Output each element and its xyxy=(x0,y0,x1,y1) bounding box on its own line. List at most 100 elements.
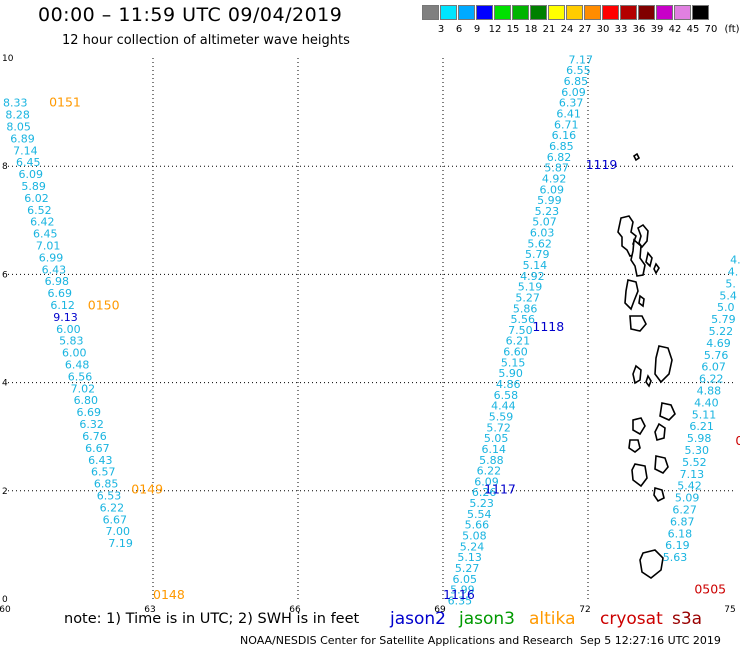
swh-value: 7.01 xyxy=(36,240,61,253)
swh-value: 5.56 xyxy=(511,313,536,326)
swh-value: 5.83 xyxy=(59,335,84,348)
swh-value: 6.03 xyxy=(530,227,555,240)
colorbar-swatch xyxy=(692,5,709,20)
swh-value: 5.66 xyxy=(465,519,490,532)
swh-value: 5.23 xyxy=(535,205,560,218)
swh-value: 6.22 xyxy=(477,465,502,478)
swh-value: 7.02 xyxy=(71,382,96,395)
y-tick-label: 8 xyxy=(2,162,8,172)
swh-value: 7.50 xyxy=(508,324,533,337)
swh-value: 6.69 xyxy=(47,287,72,300)
colorbar-label: 33 xyxy=(614,24,628,35)
swh-value: 6.19 xyxy=(665,539,690,552)
swh-value: 6.85 xyxy=(94,478,119,491)
swh-value: 5.52 xyxy=(682,456,707,469)
swh-value: 7.17 xyxy=(569,53,594,66)
satellite-legend: note: 1) Time is in UTC; 2) SWH is in fe… xyxy=(64,609,740,631)
swh-value: 6.37 xyxy=(559,97,584,110)
swh-value: 5. xyxy=(725,277,736,290)
colorbar-label: 30 xyxy=(596,24,610,35)
colorbar-label: 45 xyxy=(686,24,700,35)
swh-value: 4.40 xyxy=(694,396,719,409)
colorbar-swatch xyxy=(602,5,619,20)
pass-time-label: 1116 xyxy=(443,587,475,602)
colorbar-swatch xyxy=(458,5,475,20)
colorbar-unit: (ft) xyxy=(724,24,740,35)
colorbar-label: 24 xyxy=(560,24,574,35)
axis-ticks: 60 63 66 69 72 75 0 2 4 6 8 10 xyxy=(0,54,736,615)
colorbar-swatch xyxy=(566,5,583,20)
swh-value: 6.02 xyxy=(24,192,49,205)
swh-value: 5.87 xyxy=(544,162,569,175)
swh-value: 8.28 xyxy=(5,109,30,122)
swh-value: 5.54 xyxy=(467,508,492,521)
swh-value: 6.09 xyxy=(561,86,586,99)
swh-value: 5.11 xyxy=(692,408,717,421)
swh-value: 4.92 xyxy=(520,270,545,283)
swh-value: 7.19 xyxy=(108,537,133,550)
swh-value: 6.82 xyxy=(547,151,572,164)
colorbar-label: 21 xyxy=(542,24,556,35)
swh-value: 6.56 xyxy=(68,370,93,383)
colorbar-swatch xyxy=(584,5,601,20)
colorbar-label: 36 xyxy=(632,24,646,35)
colorbar-label: 27 xyxy=(578,24,592,35)
swh-value: 5.99 xyxy=(537,194,562,207)
x-tick-label: 66 xyxy=(289,605,301,615)
swh-value: 5.79 xyxy=(711,313,736,326)
y-tick-label: 10 xyxy=(2,54,14,64)
swh-value: 6.26 xyxy=(472,486,497,499)
swh-value: 4. xyxy=(728,265,739,278)
colorbar-swatch xyxy=(656,5,673,20)
pass-time-label: 0505 xyxy=(694,582,726,597)
colorbar-swatch xyxy=(440,5,457,20)
swh-value: 5.22 xyxy=(709,325,734,338)
swh-value: 5.23 xyxy=(469,497,494,510)
pass-time-label: 0148 xyxy=(153,587,185,602)
swh-value: 7.13 xyxy=(680,468,705,481)
swh-value: 6.89 xyxy=(10,132,35,145)
swh-value: 5.88 xyxy=(479,454,504,467)
swh-value: 5.30 xyxy=(685,444,710,457)
legend-jason3: jason3 xyxy=(459,609,515,629)
swh-value: 5.05 xyxy=(484,432,509,445)
colorbar-swatch xyxy=(512,5,529,20)
altimeter-map[interactable]: 8.338.288.056.897.146.456.095.896.026.52… xyxy=(0,53,740,615)
swh-value: 5.89 xyxy=(21,180,46,193)
swh-value: 6.55 xyxy=(566,64,591,77)
y-tick-label: 0 xyxy=(2,595,8,605)
swh-value: 5.90 xyxy=(498,367,523,380)
swh-value: 6.45 xyxy=(16,156,41,169)
y-tick-label: 4 xyxy=(2,379,8,389)
swh-value: 6.99 xyxy=(39,251,64,264)
colorbar-swatch xyxy=(548,5,565,20)
colorbar-label: 39 xyxy=(650,24,664,35)
swh-value: 6.69 xyxy=(76,406,101,419)
swh-value: 5.15 xyxy=(501,356,526,369)
swh-value: 6.27 xyxy=(672,504,697,517)
pass-time-labels: 01510150014901481119111811171116050505 xyxy=(49,95,740,602)
colorbar-label: 6 xyxy=(455,24,463,35)
swh-value: 5.62 xyxy=(527,237,552,250)
swh-value: 6.98 xyxy=(45,275,70,288)
swh-value: 6.22 xyxy=(699,373,724,386)
swh-value: 6.35 xyxy=(448,594,473,607)
legend-altika: altika xyxy=(529,609,576,629)
swh-value: 6.07 xyxy=(701,361,726,374)
colorbar-swatch xyxy=(494,5,511,20)
swh-value: 5.99 xyxy=(450,584,475,597)
swh-value: 6.85 xyxy=(549,140,574,153)
swh-value: 5.19 xyxy=(518,281,543,294)
colorbar-swatch xyxy=(422,5,439,20)
swh-value: 5.09 xyxy=(675,492,700,505)
swh-value: 9.13 xyxy=(53,311,78,324)
footer-timestamp: Sep 5 12:27:16 UTC 2019 xyxy=(580,634,721,647)
colorbar-label: 18 xyxy=(524,24,538,35)
swh-value: 6.85 xyxy=(564,75,589,88)
swh-value: 6.42 xyxy=(30,216,55,229)
swh-value: 7.00 xyxy=(105,525,130,538)
swh-value: 6.14 xyxy=(482,443,507,456)
swh-value: 6.12 xyxy=(50,299,75,312)
swh-value: 5.14 xyxy=(523,259,548,272)
swh-value: 6.22 xyxy=(100,501,125,514)
